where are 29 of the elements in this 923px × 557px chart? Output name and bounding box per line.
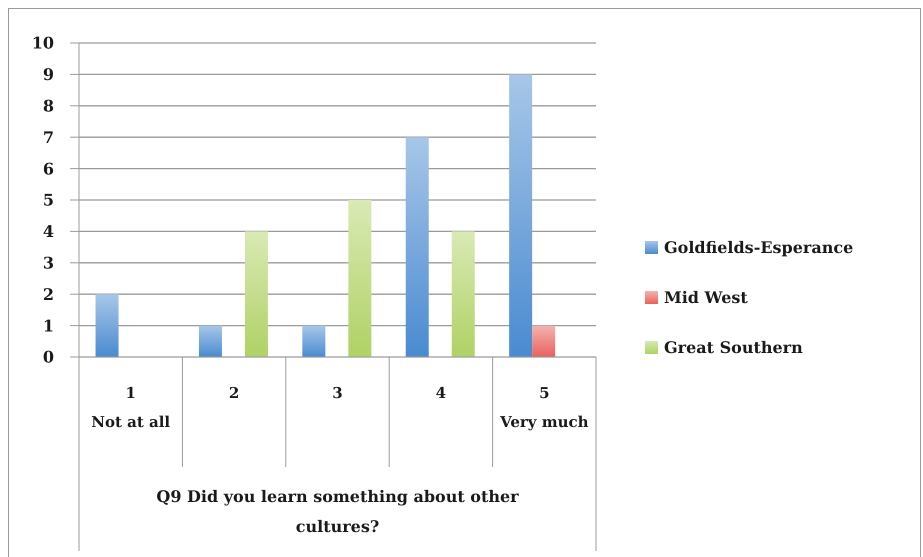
y-tick-label: 6	[42, 159, 54, 178]
x-tick-label: 4	[436, 384, 446, 402]
legend-label: Goldfields-Esperance	[664, 238, 854, 256]
y-tick-label: 10	[32, 34, 54, 53]
y-tick-label: 4	[42, 222, 54, 242]
bar	[96, 294, 119, 357]
legend-label: Great Southern	[664, 338, 803, 356]
bar	[198, 326, 222, 357]
y-tick-label: 5	[42, 190, 54, 210]
y-tick-label: 0	[42, 348, 54, 367]
bar	[406, 137, 429, 357]
bar	[302, 326, 326, 357]
x-axis-title: Q9 Did you learn something about other cultures?	[155, 486, 520, 538]
x-tick-label: 2	[228, 384, 240, 402]
y-tick-label: 7	[42, 128, 54, 147]
bar	[532, 326, 556, 357]
bar	[244, 231, 268, 357]
bar	[509, 74, 532, 357]
y-tick-label: 3	[42, 253, 54, 272]
y-tick-label: 1	[42, 316, 54, 336]
legend-label: Mid West	[664, 288, 748, 306]
x-tick-label: 1 Not at all	[91, 384, 170, 431]
y-tick-label: 2	[42, 284, 54, 304]
y-tick-label: 8	[42, 96, 54, 116]
x-tick-label: 5 Very much	[499, 384, 589, 431]
bar	[452, 231, 475, 357]
bar	[348, 200, 372, 357]
y-tick-label: 9	[42, 65, 54, 84]
x-tick-label: 3	[332, 384, 343, 402]
